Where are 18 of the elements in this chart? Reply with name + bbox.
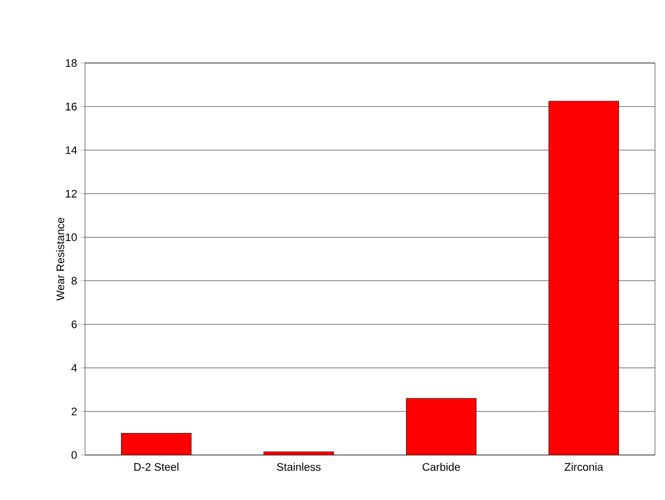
- bar: [121, 433, 192, 455]
- y-tick-label: 16: [66, 102, 77, 110]
- y-tick-label: 2: [72, 408, 77, 416]
- y-tick-label: 4: [71, 364, 77, 372]
- y-axis-title: Wear Resistance: [56, 218, 64, 301]
- y-tick-label: 8: [72, 276, 77, 285]
- x-tick-label: Carbide: [422, 462, 460, 471]
- y-tick-label: 14: [66, 146, 77, 154]
- y-tick-label: 0: [72, 451, 77, 459]
- x-tick-label: Stainless: [277, 462, 321, 471]
- x-tick-label: Zirconia: [564, 462, 604, 471]
- y-tick-label: 6: [72, 320, 77, 328]
- y-tick-label: 10: [66, 233, 77, 242]
- bar: [548, 100, 619, 455]
- x-tick-label: D-2 Steel: [134, 462, 178, 471]
- y-tick-label: 12: [66, 190, 77, 198]
- y-tick-label: 18: [66, 59, 77, 67]
- bar: [406, 398, 476, 455]
